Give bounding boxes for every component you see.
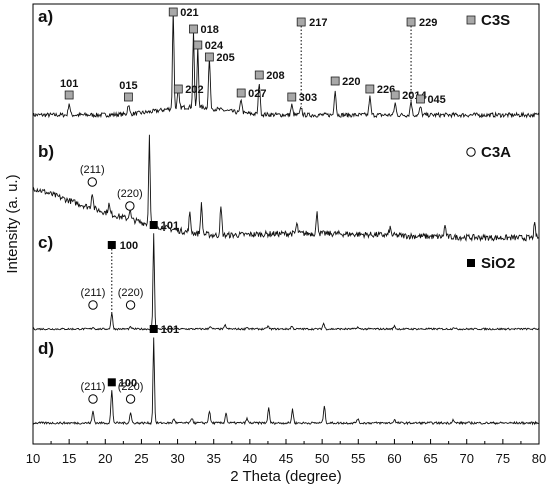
peak-marker bbox=[189, 24, 198, 34]
x-tick-label: 60 bbox=[387, 451, 401, 466]
peak-label: 101 bbox=[60, 78, 78, 90]
peak-marker bbox=[254, 70, 264, 80]
peak-marker bbox=[107, 241, 116, 249]
panel-tag: d) bbox=[38, 339, 54, 358]
hkl-label: (211) bbox=[80, 164, 105, 176]
peak-marker bbox=[149, 221, 158, 229]
hkl-label: (211) bbox=[81, 287, 106, 299]
legend-label: C3S bbox=[481, 12, 510, 29]
peak-label: 021 bbox=[180, 7, 198, 19]
peak-marker bbox=[87, 177, 97, 187]
peak-label: 205 bbox=[216, 52, 234, 64]
peak-label: 226 bbox=[377, 84, 395, 96]
peak-marker bbox=[416, 94, 425, 104]
series-line-panel-3 bbox=[32, 337, 540, 426]
x-tick-label: 45 bbox=[279, 451, 293, 466]
hkl-label: (220) bbox=[118, 287, 144, 299]
x-tick-label: 70 bbox=[459, 451, 473, 466]
peak-marker bbox=[107, 378, 116, 387]
peak-marker bbox=[88, 300, 98, 310]
peak-marker bbox=[204, 52, 214, 62]
hkl-label: (220) bbox=[118, 381, 144, 393]
series-line-panel-1 bbox=[32, 134, 540, 243]
peak-marker bbox=[236, 88, 246, 98]
series-line-panel-2 bbox=[32, 233, 540, 331]
x-tick-label: 75 bbox=[496, 451, 510, 466]
peak-marker bbox=[124, 92, 133, 102]
peak-marker bbox=[125, 201, 135, 211]
peak-label: 027 bbox=[248, 88, 266, 100]
series-line-panel-0 bbox=[32, 9, 540, 119]
x-tick-label: 25 bbox=[134, 451, 148, 466]
traces bbox=[32, 9, 540, 426]
legend-marker bbox=[466, 15, 476, 25]
peak-marker bbox=[287, 92, 297, 102]
peak-marker bbox=[390, 90, 400, 100]
peak-marker bbox=[64, 90, 74, 100]
x-tick-label: 10 bbox=[26, 451, 40, 466]
y-axis-title: Intensity (a. u.) bbox=[4, 174, 21, 273]
legend-marker bbox=[467, 259, 475, 267]
peak-marker bbox=[173, 84, 183, 94]
peak-label: 015 bbox=[119, 80, 137, 92]
x-tick-label: 20 bbox=[98, 451, 112, 466]
panel-tag: c) bbox=[38, 233, 53, 252]
peak-label: 220 bbox=[342, 76, 360, 88]
peak-label: 229 bbox=[419, 17, 437, 29]
x-tick-label: 65 bbox=[423, 451, 437, 466]
peak-marker bbox=[193, 40, 203, 50]
x-tick-label: 50 bbox=[315, 451, 329, 466]
x-axis: 10 15 20 25 30 35 40 45 50 55 60 65 70 75 80 bbox=[26, 439, 546, 466]
x-tick-label: 80 bbox=[532, 451, 546, 466]
hkl-label: (220) bbox=[117, 188, 143, 200]
x-axis-title: 2 Theta (degree) bbox=[230, 468, 341, 485]
legend-label: SiO2 bbox=[481, 255, 515, 272]
peak-marker bbox=[168, 7, 178, 17]
hkl-label: (211) bbox=[81, 381, 106, 393]
x-tick-label: 15 bbox=[62, 451, 76, 466]
peak-marker bbox=[296, 17, 306, 27]
peak-marker bbox=[149, 325, 158, 333]
x-tick-label: 30 bbox=[170, 451, 184, 466]
peak-marker bbox=[125, 300, 136, 310]
peak-label: 100 bbox=[119, 377, 137, 389]
legend-label: C3A bbox=[481, 144, 511, 161]
peak-label: 217 bbox=[309, 17, 327, 29]
peak-marker bbox=[88, 394, 98, 404]
peak-label: 100 bbox=[120, 240, 138, 252]
panel-tag: a) bbox=[38, 7, 53, 26]
peak-label: 024 bbox=[205, 40, 224, 52]
peak-label: 101 bbox=[161, 324, 179, 336]
x-tick-label: 35 bbox=[206, 451, 220, 466]
peak-marker bbox=[125, 394, 136, 404]
peak-label: 303 bbox=[299, 92, 317, 104]
peak-label: 045 bbox=[427, 94, 445, 106]
peak-label: 018 bbox=[200, 24, 218, 36]
peak-label: 202 bbox=[185, 84, 203, 96]
legend-marker bbox=[466, 147, 476, 157]
peak-label: 208 bbox=[266, 70, 284, 82]
x-tick-label: 55 bbox=[351, 451, 365, 466]
plot-frame bbox=[32, 3, 540, 445]
peak-marker bbox=[406, 17, 416, 27]
peak-label: 101 bbox=[161, 220, 179, 232]
peak-marker bbox=[330, 76, 340, 86]
x-tick-label: 40 bbox=[243, 451, 257, 466]
peak-marker bbox=[365, 84, 375, 94]
panel-tag: b) bbox=[38, 142, 54, 161]
